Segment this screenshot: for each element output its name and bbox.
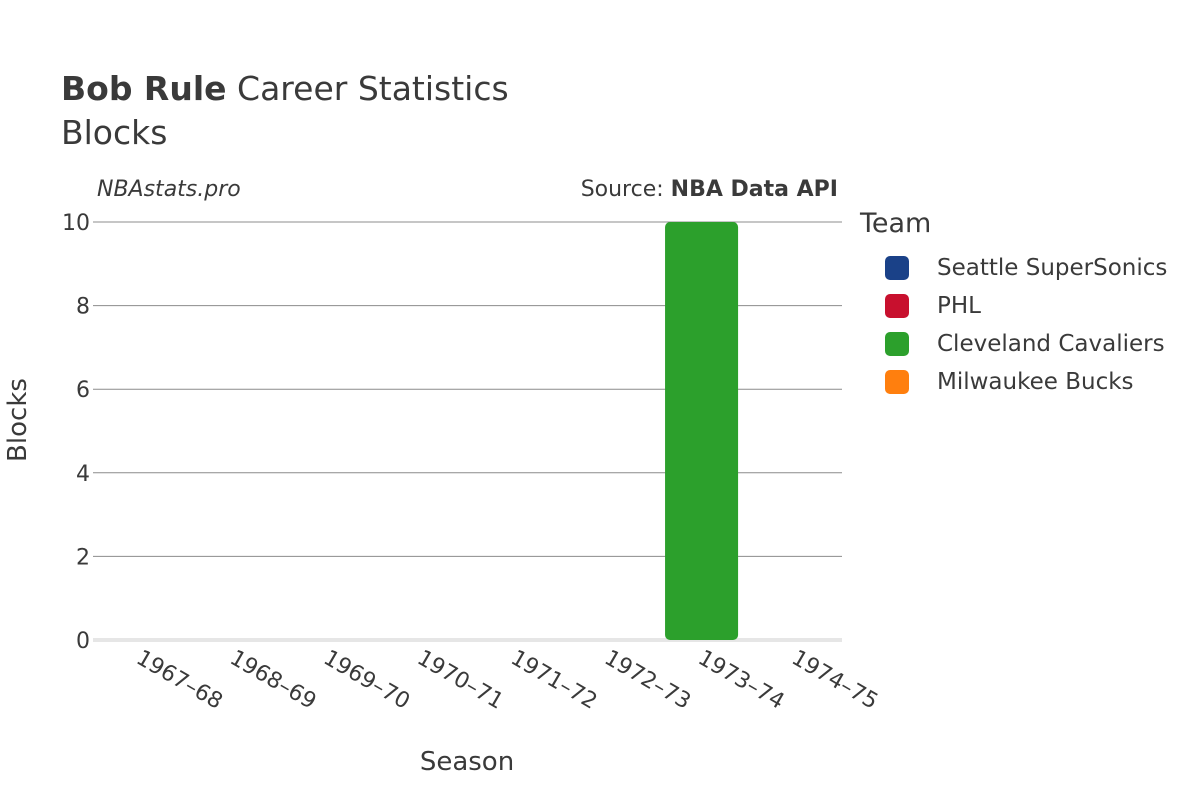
bars bbox=[665, 222, 739, 640]
title-rest: Career Statistics bbox=[237, 69, 509, 108]
source-name: NBA Data API bbox=[670, 177, 838, 202]
bar[interactable] bbox=[665, 222, 739, 640]
x-tick-label: 1971–72 bbox=[506, 646, 601, 715]
chart-title: Bob Rule Career Statistics bbox=[61, 68, 509, 110]
y-tick-label: 8 bbox=[76, 295, 90, 320]
legend-swatch bbox=[885, 332, 909, 356]
y-tick-label: 10 bbox=[62, 211, 90, 236]
source-prefix: Source: bbox=[580, 177, 671, 202]
legend-swatch bbox=[885, 370, 909, 394]
legend-title: Team bbox=[860, 208, 932, 239]
legend-label: Milwaukee Bucks bbox=[937, 369, 1134, 395]
legend-items: Seattle SuperSonics PHL Cleveland Cavalier… bbox=[860, 249, 1167, 401]
y-tick-label: 6 bbox=[76, 378, 90, 403]
legend-label: Seattle SuperSonics bbox=[937, 255, 1168, 281]
legend-item[interactable]: Seattle SuperSonics bbox=[860, 249, 1167, 287]
site-credit: NBAstats.pro bbox=[97, 177, 241, 202]
x-tick-label: 1968–69 bbox=[225, 646, 320, 715]
player-name: Bob Rule bbox=[61, 69, 227, 108]
x-axis-label: Season bbox=[420, 747, 514, 777]
legend-label: PHL bbox=[937, 293, 981, 319]
legend-item[interactable]: Cleveland Cavaliers bbox=[860, 325, 1167, 363]
x-tick-label: 1972–73 bbox=[600, 646, 695, 715]
legend: Team Seattle SuperSonics PHL Cleveland Cav… bbox=[860, 208, 1167, 401]
legend-item[interactable]: Milwaukee Bucks bbox=[860, 363, 1167, 401]
chart-subtitle: Blocks bbox=[61, 113, 168, 152]
x-tick-label: 1974–75 bbox=[787, 646, 882, 715]
x-tick-label: 1970–71 bbox=[413, 646, 508, 715]
y-axis-label: Blocks bbox=[3, 378, 33, 462]
y-tick-label: 0 bbox=[76, 629, 90, 654]
y-tick-label: 2 bbox=[76, 545, 90, 570]
x-tick-label: 1973–74 bbox=[694, 646, 789, 715]
legend-item[interactable]: PHL bbox=[860, 287, 1167, 325]
y-tick-label: 4 bbox=[76, 462, 90, 487]
source-credit: Source: NBA Data API bbox=[581, 177, 838, 202]
y-tick-labels: 0 2 4 6 8 10 bbox=[62, 211, 90, 654]
x-tick-label: 1967–68 bbox=[132, 646, 227, 715]
legend-swatch bbox=[885, 256, 909, 280]
x-tick-label: 1969–70 bbox=[319, 646, 414, 715]
legend-swatch bbox=[885, 294, 909, 318]
legend-label: Cleveland Cavaliers bbox=[937, 331, 1165, 357]
x-tick-labels: 1967–681968–691969–701970–711971–721972–… bbox=[132, 646, 882, 715]
